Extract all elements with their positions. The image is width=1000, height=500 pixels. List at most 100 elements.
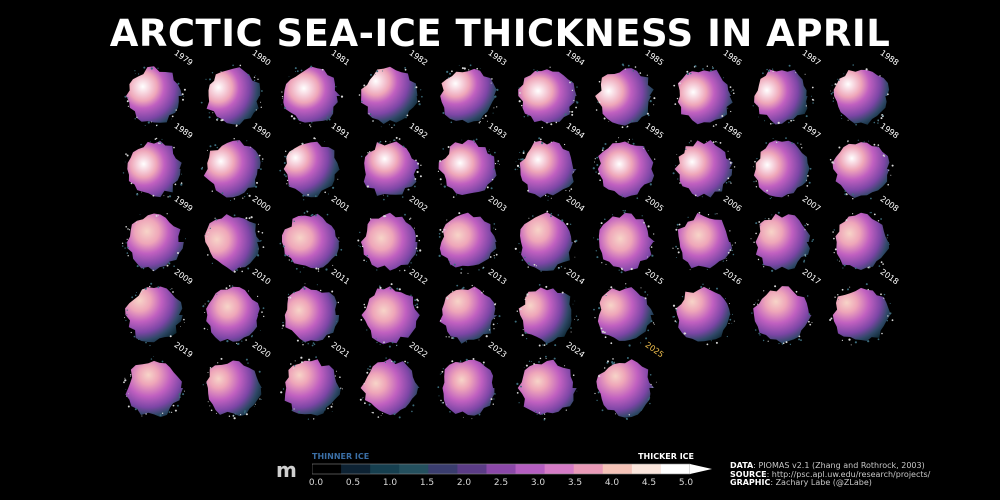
map-panel-2001: 2001 bbox=[275, 194, 353, 278]
ice-thickness-map bbox=[437, 138, 500, 198]
ice-thickness-map bbox=[672, 140, 735, 198]
map-panel-2023: 2023 bbox=[432, 340, 510, 424]
ice-thickness-map bbox=[671, 211, 736, 271]
map-panel-2025: 2025 bbox=[589, 340, 667, 424]
ice-thickness-map bbox=[439, 284, 501, 344]
map-panel-2015: 2015 bbox=[589, 267, 667, 351]
map-panel-1996: 1996 bbox=[668, 121, 746, 205]
map-panel-2003: 2003 bbox=[432, 194, 510, 278]
ice-thickness-map bbox=[122, 137, 183, 198]
map-panel-1988: 1988 bbox=[825, 48, 903, 132]
colorbar-segment bbox=[457, 464, 487, 474]
ice-thickness-map bbox=[440, 64, 499, 124]
colorbar-tick-label: 4.0 bbox=[604, 478, 620, 488]
map-panel-1991: 1991 bbox=[275, 121, 353, 205]
colorbar-segment bbox=[486, 464, 517, 474]
ice-thickness-map bbox=[831, 211, 890, 270]
colorbar-segment bbox=[341, 464, 371, 474]
ice-thickness-map bbox=[751, 285, 813, 346]
map-panel-1987: 1987 bbox=[746, 48, 824, 132]
ice-thickness-map bbox=[593, 209, 655, 274]
map-panel-2016: 2016 bbox=[668, 267, 746, 351]
ice-thickness-map bbox=[752, 64, 815, 125]
map-panel-2002: 2002 bbox=[354, 194, 432, 278]
colorbar-segment bbox=[428, 464, 458, 474]
map-panel-1985: 1985 bbox=[589, 48, 667, 132]
map-panel-2004: 2004 bbox=[511, 194, 589, 278]
colorbar-tick-label: 0.5 bbox=[345, 478, 361, 488]
colorbar-segment bbox=[399, 464, 429, 474]
ice-thickness-map bbox=[356, 212, 421, 272]
map-panel-2019: 2019 bbox=[118, 340, 196, 424]
ice-thickness-map bbox=[514, 137, 576, 201]
map-panel-2000: 2000 bbox=[197, 194, 275, 278]
colorbar-segment bbox=[544, 464, 575, 474]
ice-thickness-map bbox=[201, 285, 264, 346]
data-credit: DATA: PIOMAS v2.1 (Zhang and Rothrock, 2… bbox=[730, 461, 925, 470]
colorbar: THINNER ICE THICKER ICE 0.0 0.5 1.0 1.5 2.0 2… bbox=[308, 452, 720, 492]
map-panel-1982: 1982 bbox=[354, 48, 432, 132]
map-panel-2014: 2014 bbox=[511, 267, 589, 351]
map-panel-2021: 2021 bbox=[275, 340, 353, 424]
map-panel-2012: 2012 bbox=[354, 267, 432, 351]
colorbar-tick-label: 4.5 bbox=[641, 478, 657, 488]
ice-thickness-map bbox=[594, 357, 657, 420]
ice-thickness-map bbox=[595, 63, 656, 129]
map-panel-1993: 1993 bbox=[432, 121, 510, 205]
ice-thickness-map bbox=[124, 282, 185, 347]
map-panel-2006: 2006 bbox=[668, 194, 746, 278]
thicker-ice-label: THICKER ICE bbox=[638, 452, 694, 461]
colorbar-tick-label: 0.0 bbox=[308, 478, 324, 488]
colorbar-tick-label: 1.5 bbox=[419, 478, 435, 488]
ice-thickness-map bbox=[437, 358, 496, 420]
ice-thickness-map bbox=[279, 210, 343, 273]
ice-thickness-map bbox=[123, 356, 185, 418]
colorbar-tick-label: 3.0 bbox=[530, 478, 546, 488]
map-panel-1990: 1990 bbox=[197, 121, 275, 205]
map-panel-2007: 2007 bbox=[746, 194, 824, 278]
map-panel-1980: 1980 bbox=[197, 48, 275, 132]
colorbar-segment bbox=[515, 464, 546, 474]
map-panel-2018: 2018 bbox=[825, 267, 903, 351]
map-panel-1989: 1989 bbox=[118, 121, 196, 205]
map-panel-1995: 1995 bbox=[589, 121, 667, 205]
ice-thickness-map bbox=[200, 64, 263, 127]
ice-thickness-map bbox=[438, 212, 498, 274]
ice-thickness-map bbox=[359, 283, 420, 348]
thinner-ice-label: THINNER ICE bbox=[312, 452, 370, 461]
ice-thickness-map bbox=[514, 210, 577, 272]
ice-thickness-map bbox=[514, 284, 579, 347]
source-credit: SOURCE: http://psc.apl.uw.edu/research/p… bbox=[730, 469, 931, 479]
map-panel-2009: 2009 bbox=[118, 267, 196, 351]
map-panel-1979: 1979 bbox=[118, 48, 196, 132]
colorbar-ticks: 0.0 0.5 1.0 1.5 2.0 2.5 3.0 3.5 4.0 4.5 5.0 bbox=[308, 478, 712, 490]
colorbar-tick-label: 3.5 bbox=[567, 478, 583, 488]
colorbar-tick-label: 2.5 bbox=[493, 478, 509, 488]
ice-thickness-map bbox=[829, 139, 894, 200]
ice-thickness-map bbox=[750, 211, 814, 272]
colorbar-segment bbox=[631, 464, 662, 474]
colorbar-segment bbox=[312, 464, 342, 474]
map-panel-2022: 2022 bbox=[354, 340, 432, 424]
credits-block: DATA: PIOMAS v2.1 (Zhang and Rothrock, 2… bbox=[730, 461, 931, 488]
ice-thickness-map bbox=[592, 137, 656, 199]
ice-thickness-map bbox=[202, 357, 262, 420]
ice-thickness-map bbox=[517, 66, 578, 129]
colorbar-segment bbox=[602, 464, 633, 474]
map-panel-1984: 1984 bbox=[511, 48, 589, 132]
ice-thickness-map bbox=[124, 66, 186, 127]
map-panel-2008: 2008 bbox=[825, 194, 903, 278]
map-panel-1999: 1999 bbox=[118, 194, 196, 278]
ice-thickness-map bbox=[281, 283, 340, 347]
colorbar-tick-label: 2.0 bbox=[456, 478, 472, 488]
ice-thickness-map bbox=[828, 283, 893, 346]
ice-thickness-map bbox=[204, 214, 264, 273]
ice-thickness-map bbox=[281, 65, 344, 128]
map-panel-1992: 1992 bbox=[354, 121, 432, 205]
graphic-credit: GRAPHIC: Zachary Labe (@ZLabe) bbox=[730, 478, 872, 487]
map-panel-2005: 2005 bbox=[589, 194, 667, 278]
map-panel-1994: 1994 bbox=[511, 121, 589, 205]
ice-thickness-map bbox=[671, 283, 735, 346]
ice-thickness-map bbox=[200, 138, 263, 201]
ice-thickness-map bbox=[515, 355, 577, 421]
